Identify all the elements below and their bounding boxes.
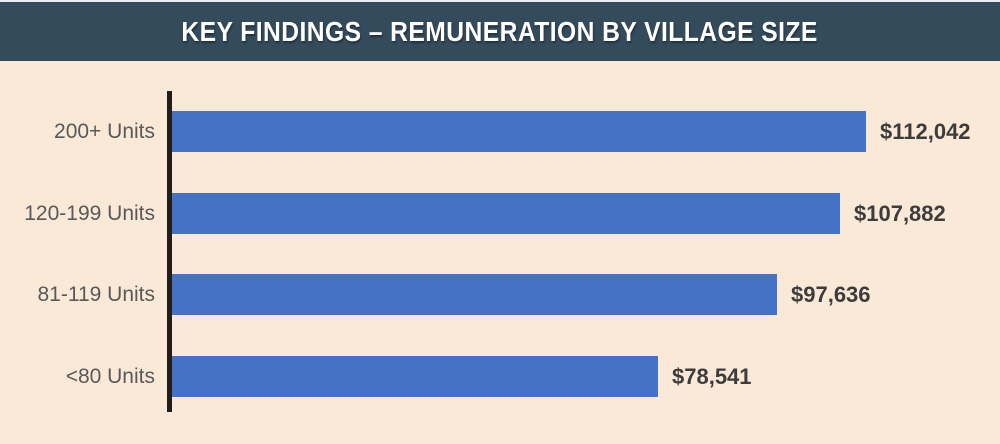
- bar: [172, 274, 777, 315]
- value-label: $112,042: [880, 119, 971, 144]
- category-label: 200+ Units: [54, 120, 155, 143]
- category-label: <80 Units: [65, 365, 155, 388]
- window-top-strip: [0, 0, 1000, 2]
- bar-row: 120-199 Units $107,882: [0, 193, 1000, 234]
- category-label: 81-119 Units: [37, 283, 155, 306]
- bar-row: 200+ Units $112,042: [0, 111, 1000, 152]
- chart-header: KEY FINDINGS – REMUNERATION BY VILLAGE S…: [0, 2, 1000, 61]
- y-axis-line: [167, 91, 172, 412]
- bar: [172, 193, 840, 234]
- bar-row: 81-119 Units $97,636: [0, 274, 1000, 315]
- chart-title: KEY FINDINGS – REMUNERATION BY VILLAGE S…: [181, 15, 819, 47]
- chart-area: 200+ Units $112,042 120-199 Units $107,882 8…: [0, 61, 1000, 444]
- bar: [172, 356, 658, 397]
- category-label: 120-199 Units: [24, 202, 155, 225]
- value-label: $107,882: [854, 201, 946, 226]
- value-label: $97,636: [791, 282, 871, 307]
- value-label: $78,541: [672, 364, 752, 389]
- bar: [172, 111, 866, 152]
- bar-row: <80 Units $78,541: [0, 356, 1000, 397]
